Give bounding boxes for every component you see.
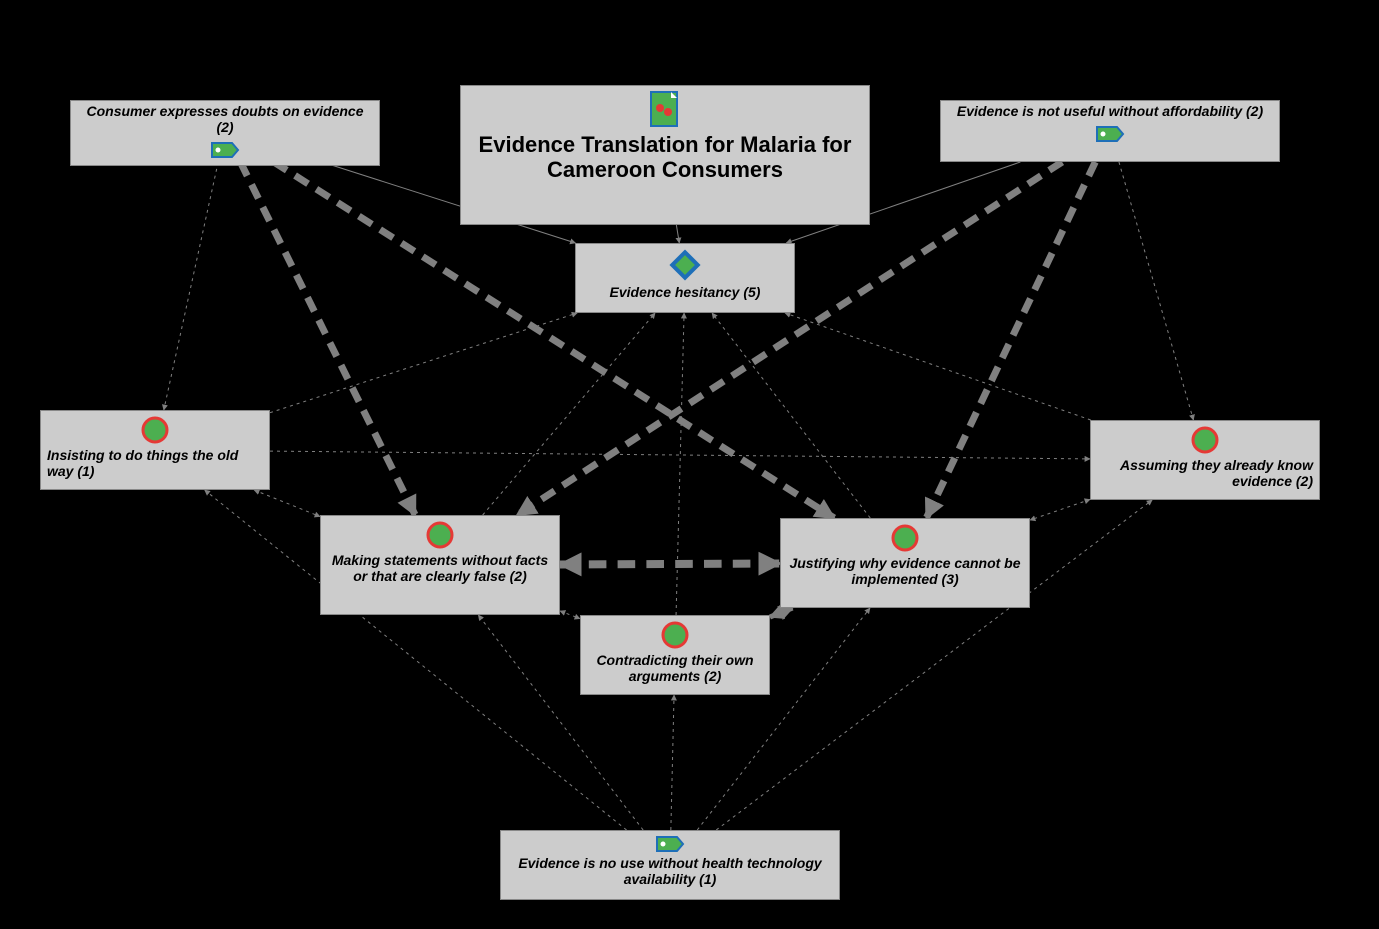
node-label: Consumer expresses doubts on evidence (2… — [71, 101, 379, 141]
node-label: Insisting to do things the old way (1) — [41, 445, 269, 485]
node-label: Justifying why evidence cannot be implem… — [781, 553, 1029, 593]
edge — [785, 313, 1091, 420]
node-justifying[interactable]: Justifying why evidence cannot be implem… — [780, 518, 1030, 608]
node-affordability[interactable]: Evidence is not useful without affordabi… — [940, 100, 1280, 162]
tag-icon — [501, 831, 839, 853]
node-label: Evidence is no use without health techno… — [501, 853, 839, 893]
edge — [1119, 162, 1193, 420]
title-label: Evidence Translation for Malaria for Cam… — [461, 130, 869, 189]
tag-icon — [71, 141, 379, 165]
edge — [1030, 499, 1090, 520]
edge — [560, 611, 580, 619]
node-title[interactable]: Evidence Translation for Malaria for Cam… — [460, 85, 870, 225]
edge — [254, 490, 320, 517]
edge — [671, 695, 674, 830]
node-assuming-know[interactable]: Assuming they already know evidence (2) — [1090, 420, 1320, 500]
diagram-canvas: Evidence Translation for Malaria for Cam… — [0, 0, 1379, 929]
edge — [164, 162, 218, 410]
edge — [483, 313, 655, 515]
node-label: Assuming they already know evidence (2) — [1091, 455, 1319, 495]
circle-icon — [321, 516, 559, 550]
node-label: Contradicting their own arguments (2) — [581, 650, 769, 690]
diamond-icon — [576, 244, 794, 282]
edge — [926, 162, 1095, 518]
node-label: Evidence is not useful without affordabi… — [941, 101, 1279, 125]
node-making-statements[interactable]: Making statements without facts or that … — [320, 515, 560, 615]
node-label: Making statements without facts or that … — [321, 550, 559, 590]
edge — [676, 313, 684, 615]
edge — [712, 313, 870, 518]
circle-icon — [581, 616, 769, 650]
edge — [270, 451, 1090, 459]
node-contradicting[interactable]: Contradicting their own arguments (2) — [580, 615, 770, 695]
edge — [560, 564, 780, 565]
circle-icon — [1091, 421, 1319, 455]
edge — [270, 313, 577, 413]
edge — [676, 225, 679, 243]
node-consumer-doubts[interactable]: Consumer expresses doubts on evidence (2… — [70, 100, 380, 166]
tag-icon — [941, 125, 1279, 149]
doc-icon — [461, 86, 869, 130]
node-availability[interactable]: Evidence is no use without health techno… — [500, 830, 840, 900]
node-insisting-old-way[interactable]: Insisting to do things the old way (1) — [40, 410, 270, 490]
circle-icon — [781, 519, 1029, 553]
circle-icon — [41, 411, 269, 445]
node-evidence-hesitancy[interactable]: Evidence hesitancy (5) — [575, 243, 795, 313]
edge — [770, 608, 793, 617]
node-label: Evidence hesitancy (5) — [576, 282, 794, 306]
